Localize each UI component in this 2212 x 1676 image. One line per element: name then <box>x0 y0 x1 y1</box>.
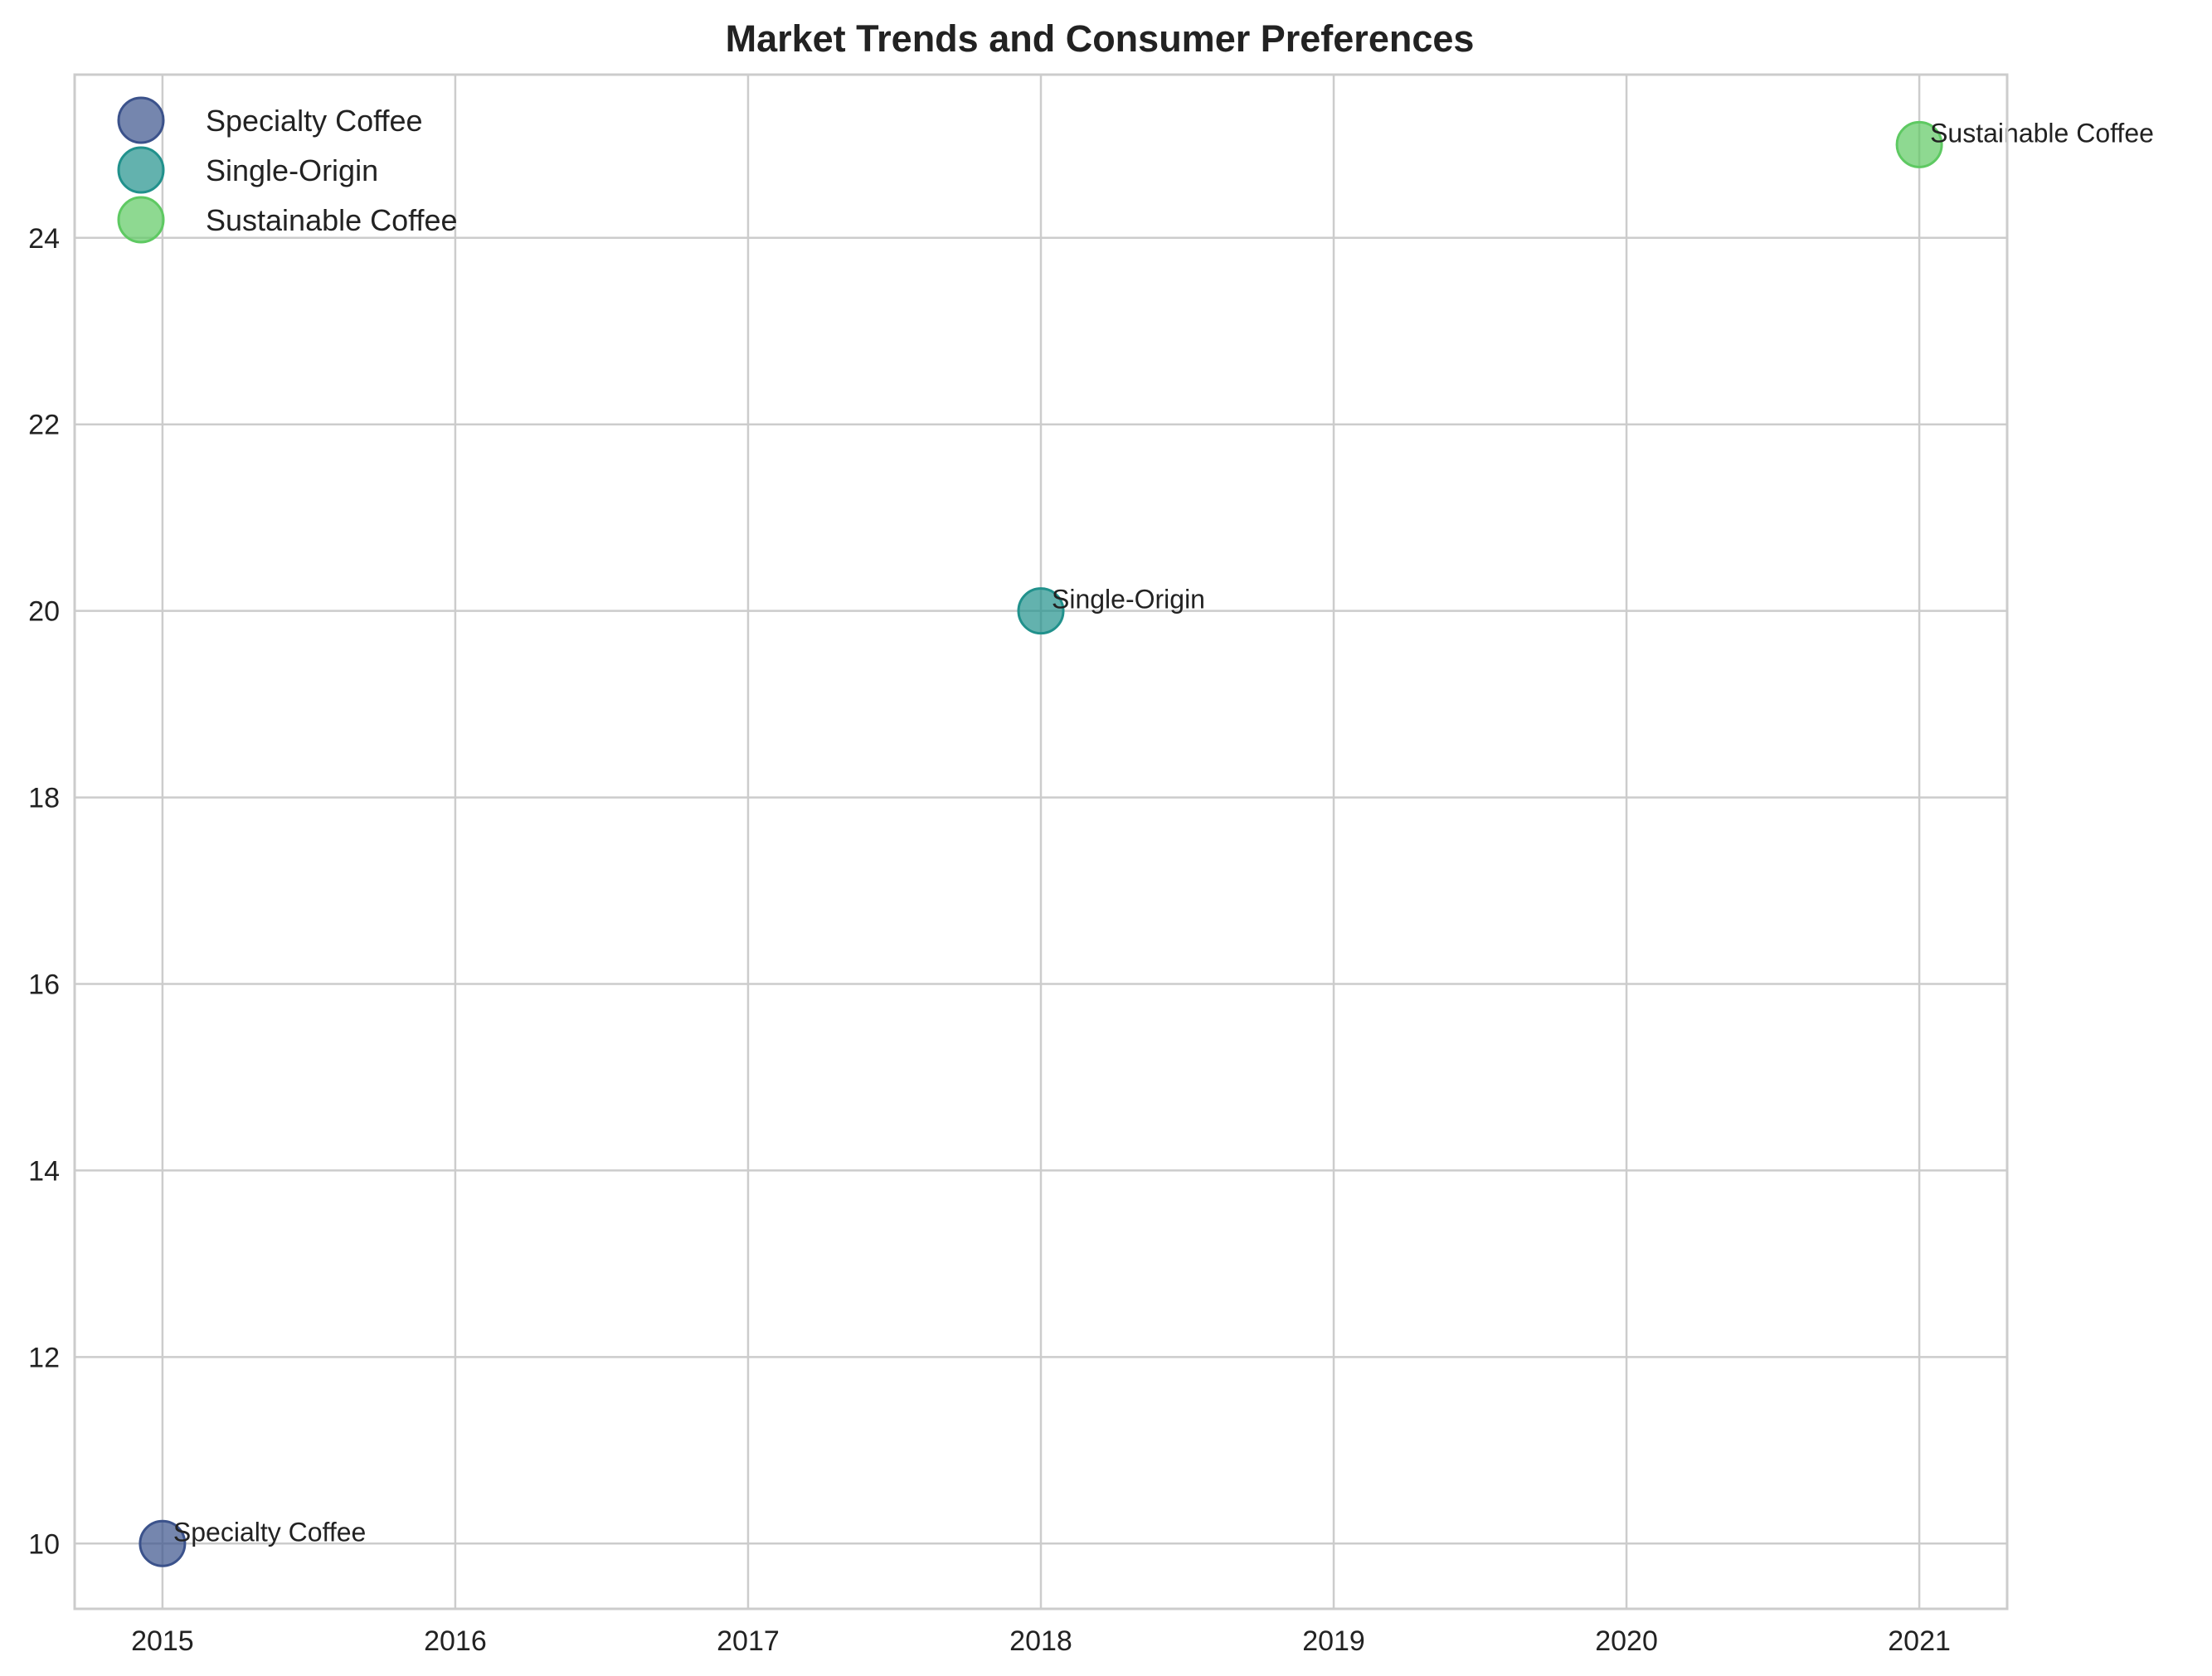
data-point <box>1017 587 1065 635</box>
gridlines <box>75 75 2007 1609</box>
y-tick-label: 20 <box>28 596 60 628</box>
y-tick-label: 24 <box>28 223 60 255</box>
y-tick-label: 12 <box>28 1342 60 1373</box>
x-tick-label: 2020 <box>1595 1625 1658 1657</box>
data-point-label: Single-Origin <box>1052 585 1205 615</box>
plot-frame <box>73 73 2009 1610</box>
legend-marker <box>117 146 165 194</box>
legend-marker <box>117 96 165 144</box>
x-tick-label: 2017 <box>717 1625 780 1657</box>
data-point-label: Specialty Coffee <box>173 1517 366 1547</box>
y-tick-label: 16 <box>28 969 60 1001</box>
x-tick-label: 2015 <box>131 1625 194 1657</box>
data-point <box>1895 120 1943 168</box>
y-tick-label: 14 <box>28 1155 60 1187</box>
x-tick-label: 2021 <box>1888 1625 1951 1657</box>
y-tick-label: 18 <box>28 783 60 814</box>
legend-marker <box>117 196 165 244</box>
x-tick-label: 2019 <box>1302 1625 1365 1657</box>
legend-label: Specialty Coffee <box>206 104 423 138</box>
point-annotations: Specialty Coffee Single-Origin Sustainable… <box>173 118 2154 1547</box>
legend: Specialty Coffee Single-Origin Sustainable… <box>117 96 458 244</box>
legend-label: Sustainable Coffee <box>206 203 458 237</box>
axis-ticks: 2015 2016 2017 2018 2019 2020 2021 10 12 14 16 18 20… <box>28 223 1951 1657</box>
y-tick-label: 10 <box>28 1528 60 1560</box>
data-points <box>139 120 1943 1567</box>
x-tick-label: 2018 <box>1009 1625 1072 1657</box>
chart-title: Market Trends and Consumer Preferences <box>726 17 1475 60</box>
legend-label: Single-Origin <box>206 153 378 187</box>
data-point-label: Sustainable Coffee <box>1930 118 2154 148</box>
x-tick-label: 2016 <box>424 1625 487 1657</box>
y-tick-label: 22 <box>28 410 60 441</box>
data-point <box>139 1519 187 1567</box>
